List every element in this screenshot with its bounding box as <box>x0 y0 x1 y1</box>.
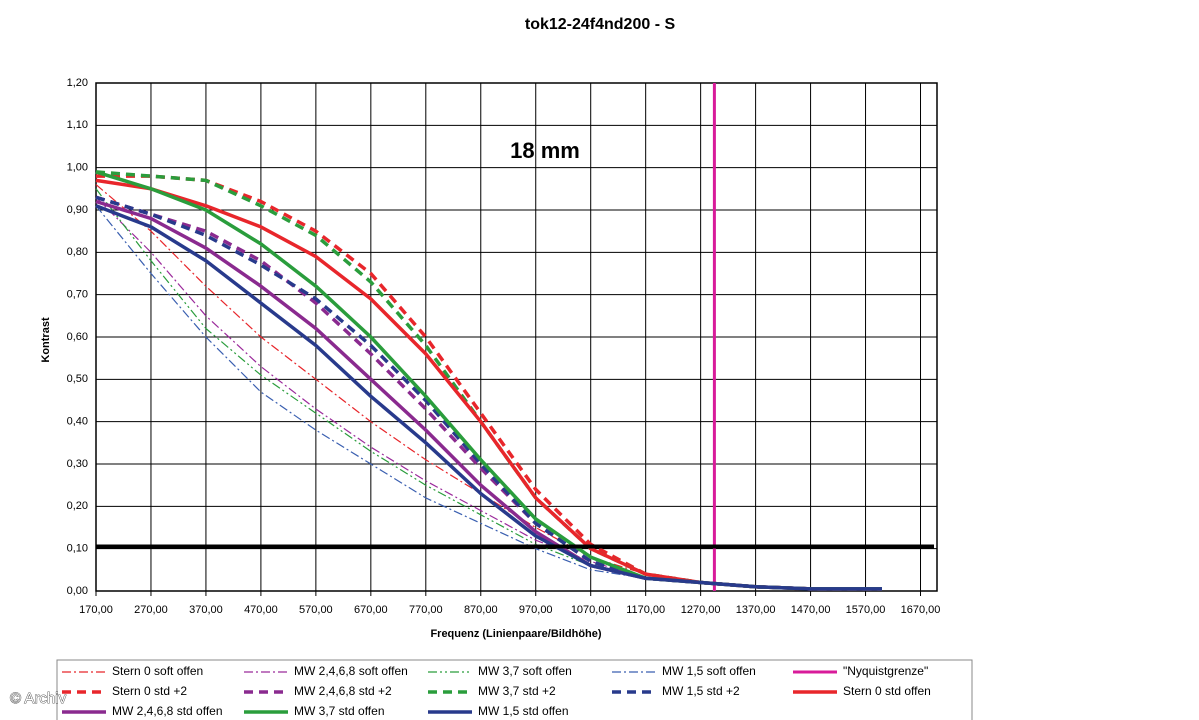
series-line <box>95 199 882 591</box>
legend-label: MW 2,4,6,8 std +2 <box>294 684 392 698</box>
x-tick-label: 1370,00 <box>736 604 776 616</box>
y-tick-label: 0,90 <box>67 204 88 216</box>
x-axis-label: Frequenz (Linienpaare/Bildhöhe) <box>430 628 601 640</box>
y-tick-label: 0,40 <box>67 416 88 428</box>
legend-label: MW 1,5 std offen <box>478 704 569 718</box>
legend-label: MW 1,5 soft offen <box>662 664 756 678</box>
x-tick-label: 570,00 <box>299 604 333 616</box>
y-tick-label: 0,20 <box>67 500 88 512</box>
series-line <box>95 196 882 590</box>
annotation: 18 mm <box>510 138 580 163</box>
series-line <box>95 204 882 591</box>
legend: Stern 0 soft offen MW 2,4,6,8 soft offen M… <box>62 664 931 718</box>
x-tick-label: 270,00 <box>134 604 168 616</box>
x-tick-label: 170,00 <box>79 604 113 616</box>
legend-label: Stern 0 std +2 <box>112 684 187 698</box>
y-tick-label: 1,00 <box>67 162 88 174</box>
legend-label: MW 3,7 std +2 <box>478 684 556 698</box>
legend-label: Stern 0 std offen <box>843 684 931 698</box>
series-line <box>95 195 882 591</box>
y-tick-label: 0,70 <box>67 289 88 301</box>
legend-box <box>56 659 973 720</box>
legend-label: MW 2,4,6,8 std offen <box>112 704 223 718</box>
legend-label: MW 2,4,6,8 soft offen <box>294 664 408 678</box>
x-tick-label: 1270,00 <box>681 604 721 616</box>
series-line <box>95 184 882 590</box>
x-tick-label: 870,00 <box>464 604 498 616</box>
y-tick-label: 0,30 <box>67 458 88 470</box>
series-line <box>95 205 882 590</box>
series-line <box>95 195 882 591</box>
y-tick-label: 0,50 <box>67 373 88 385</box>
x-tick-label: 970,00 <box>519 604 553 616</box>
x-tick-label: 1070,00 <box>571 604 611 616</box>
y-axis-label: Kontrast <box>40 317 52 363</box>
y-tick-label: 0,10 <box>67 543 88 555</box>
x-tick-label: 770,00 <box>409 604 443 616</box>
x-tick-label: 470,00 <box>244 604 278 616</box>
x-tick-label: 670,00 <box>354 604 388 616</box>
y-tick-label: 0,80 <box>67 246 88 258</box>
legend-label: MW 1,5 std +2 <box>662 684 740 698</box>
x-tick-label: 1570,00 <box>846 604 886 616</box>
x-tick-label: 1670,00 <box>901 604 941 616</box>
x-tick-label: 1470,00 <box>791 604 831 616</box>
y-tick-label: 1,10 <box>67 119 88 131</box>
series-line <box>95 188 882 590</box>
x-tick-label: 1170,00 <box>626 604 665 616</box>
plot-border <box>95 82 938 592</box>
watermark: © Archiv <box>10 690 67 707</box>
legend-label: MW 3,7 soft offen <box>478 664 572 678</box>
legend-label: "Nyquistgrenze" <box>843 664 928 678</box>
x-tick-label: 370,00 <box>189 604 223 616</box>
y-tick-label: 0,00 <box>67 585 88 597</box>
y-tick-label: 0,60 <box>67 331 88 343</box>
legend-label: Stern 0 soft offen <box>112 664 203 678</box>
chart-title: tok12-24f4nd200 - S <box>525 16 676 33</box>
legend-label: MW 3,7 std offen <box>294 704 385 718</box>
y-tick-label: 1,20 <box>67 77 88 89</box>
plot: 0,00 0,10 0,20 0,30 0,40 0,50 0,60 0,70 0,80 0,90… <box>67 77 941 616</box>
